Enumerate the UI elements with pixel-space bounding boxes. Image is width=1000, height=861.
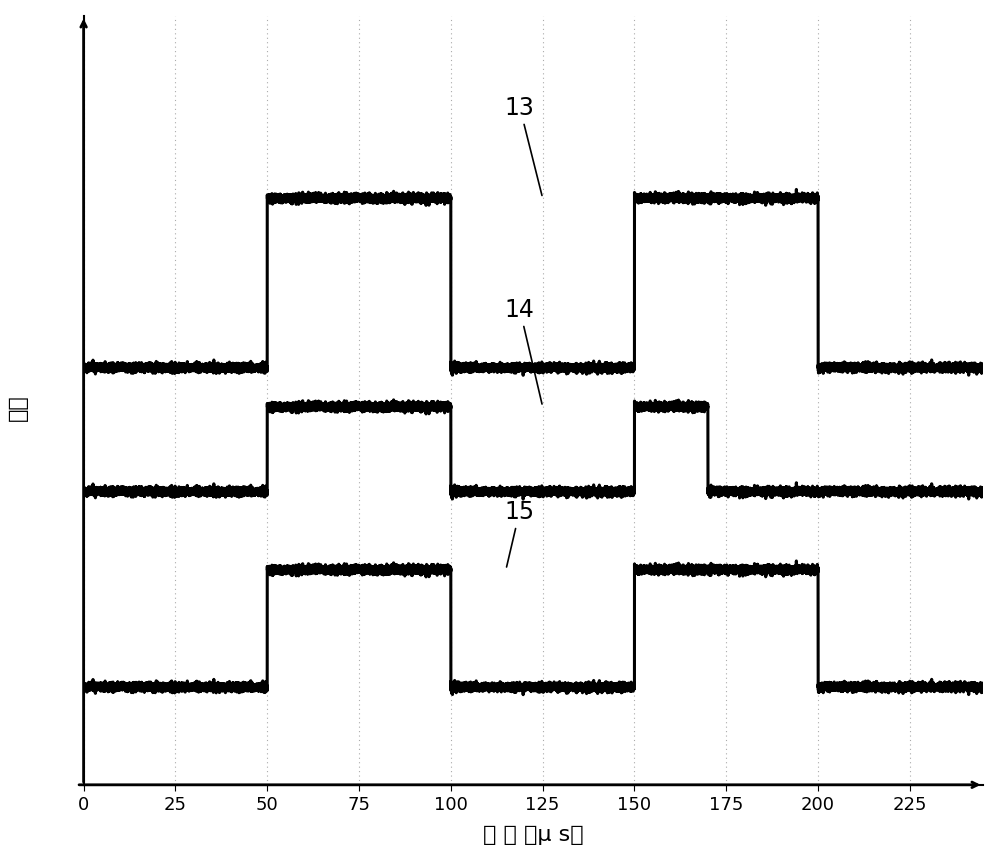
Text: 幅値: 幅値 bbox=[8, 394, 28, 421]
Text: 14: 14 bbox=[505, 298, 542, 405]
Text: 15: 15 bbox=[505, 499, 535, 567]
Text: 13: 13 bbox=[505, 96, 542, 196]
X-axis label: 时 间 （μ s）: 时 间 （μ s） bbox=[483, 824, 584, 845]
